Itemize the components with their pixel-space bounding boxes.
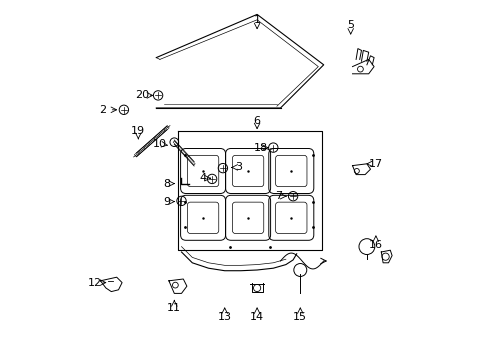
- Text: 1: 1: [253, 15, 260, 25]
- Text: 9: 9: [163, 197, 170, 207]
- Text: 19: 19: [131, 126, 145, 136]
- Text: 7: 7: [275, 191, 282, 201]
- Text: 3: 3: [235, 162, 242, 172]
- Text: 4: 4: [199, 173, 206, 183]
- Text: 2: 2: [99, 105, 105, 115]
- Text: 20: 20: [135, 90, 149, 100]
- Text: 13: 13: [217, 312, 231, 322]
- Text: 18: 18: [253, 143, 267, 153]
- Text: 17: 17: [368, 159, 382, 169]
- Text: 10: 10: [153, 139, 166, 149]
- Text: 16: 16: [368, 240, 382, 250]
- Text: 15: 15: [293, 312, 306, 322]
- Text: 8: 8: [163, 179, 170, 189]
- Text: 11: 11: [167, 303, 181, 313]
- Text: 6: 6: [253, 116, 260, 126]
- Text: 14: 14: [249, 312, 264, 322]
- Text: 12: 12: [88, 278, 102, 288]
- Text: 5: 5: [346, 20, 353, 30]
